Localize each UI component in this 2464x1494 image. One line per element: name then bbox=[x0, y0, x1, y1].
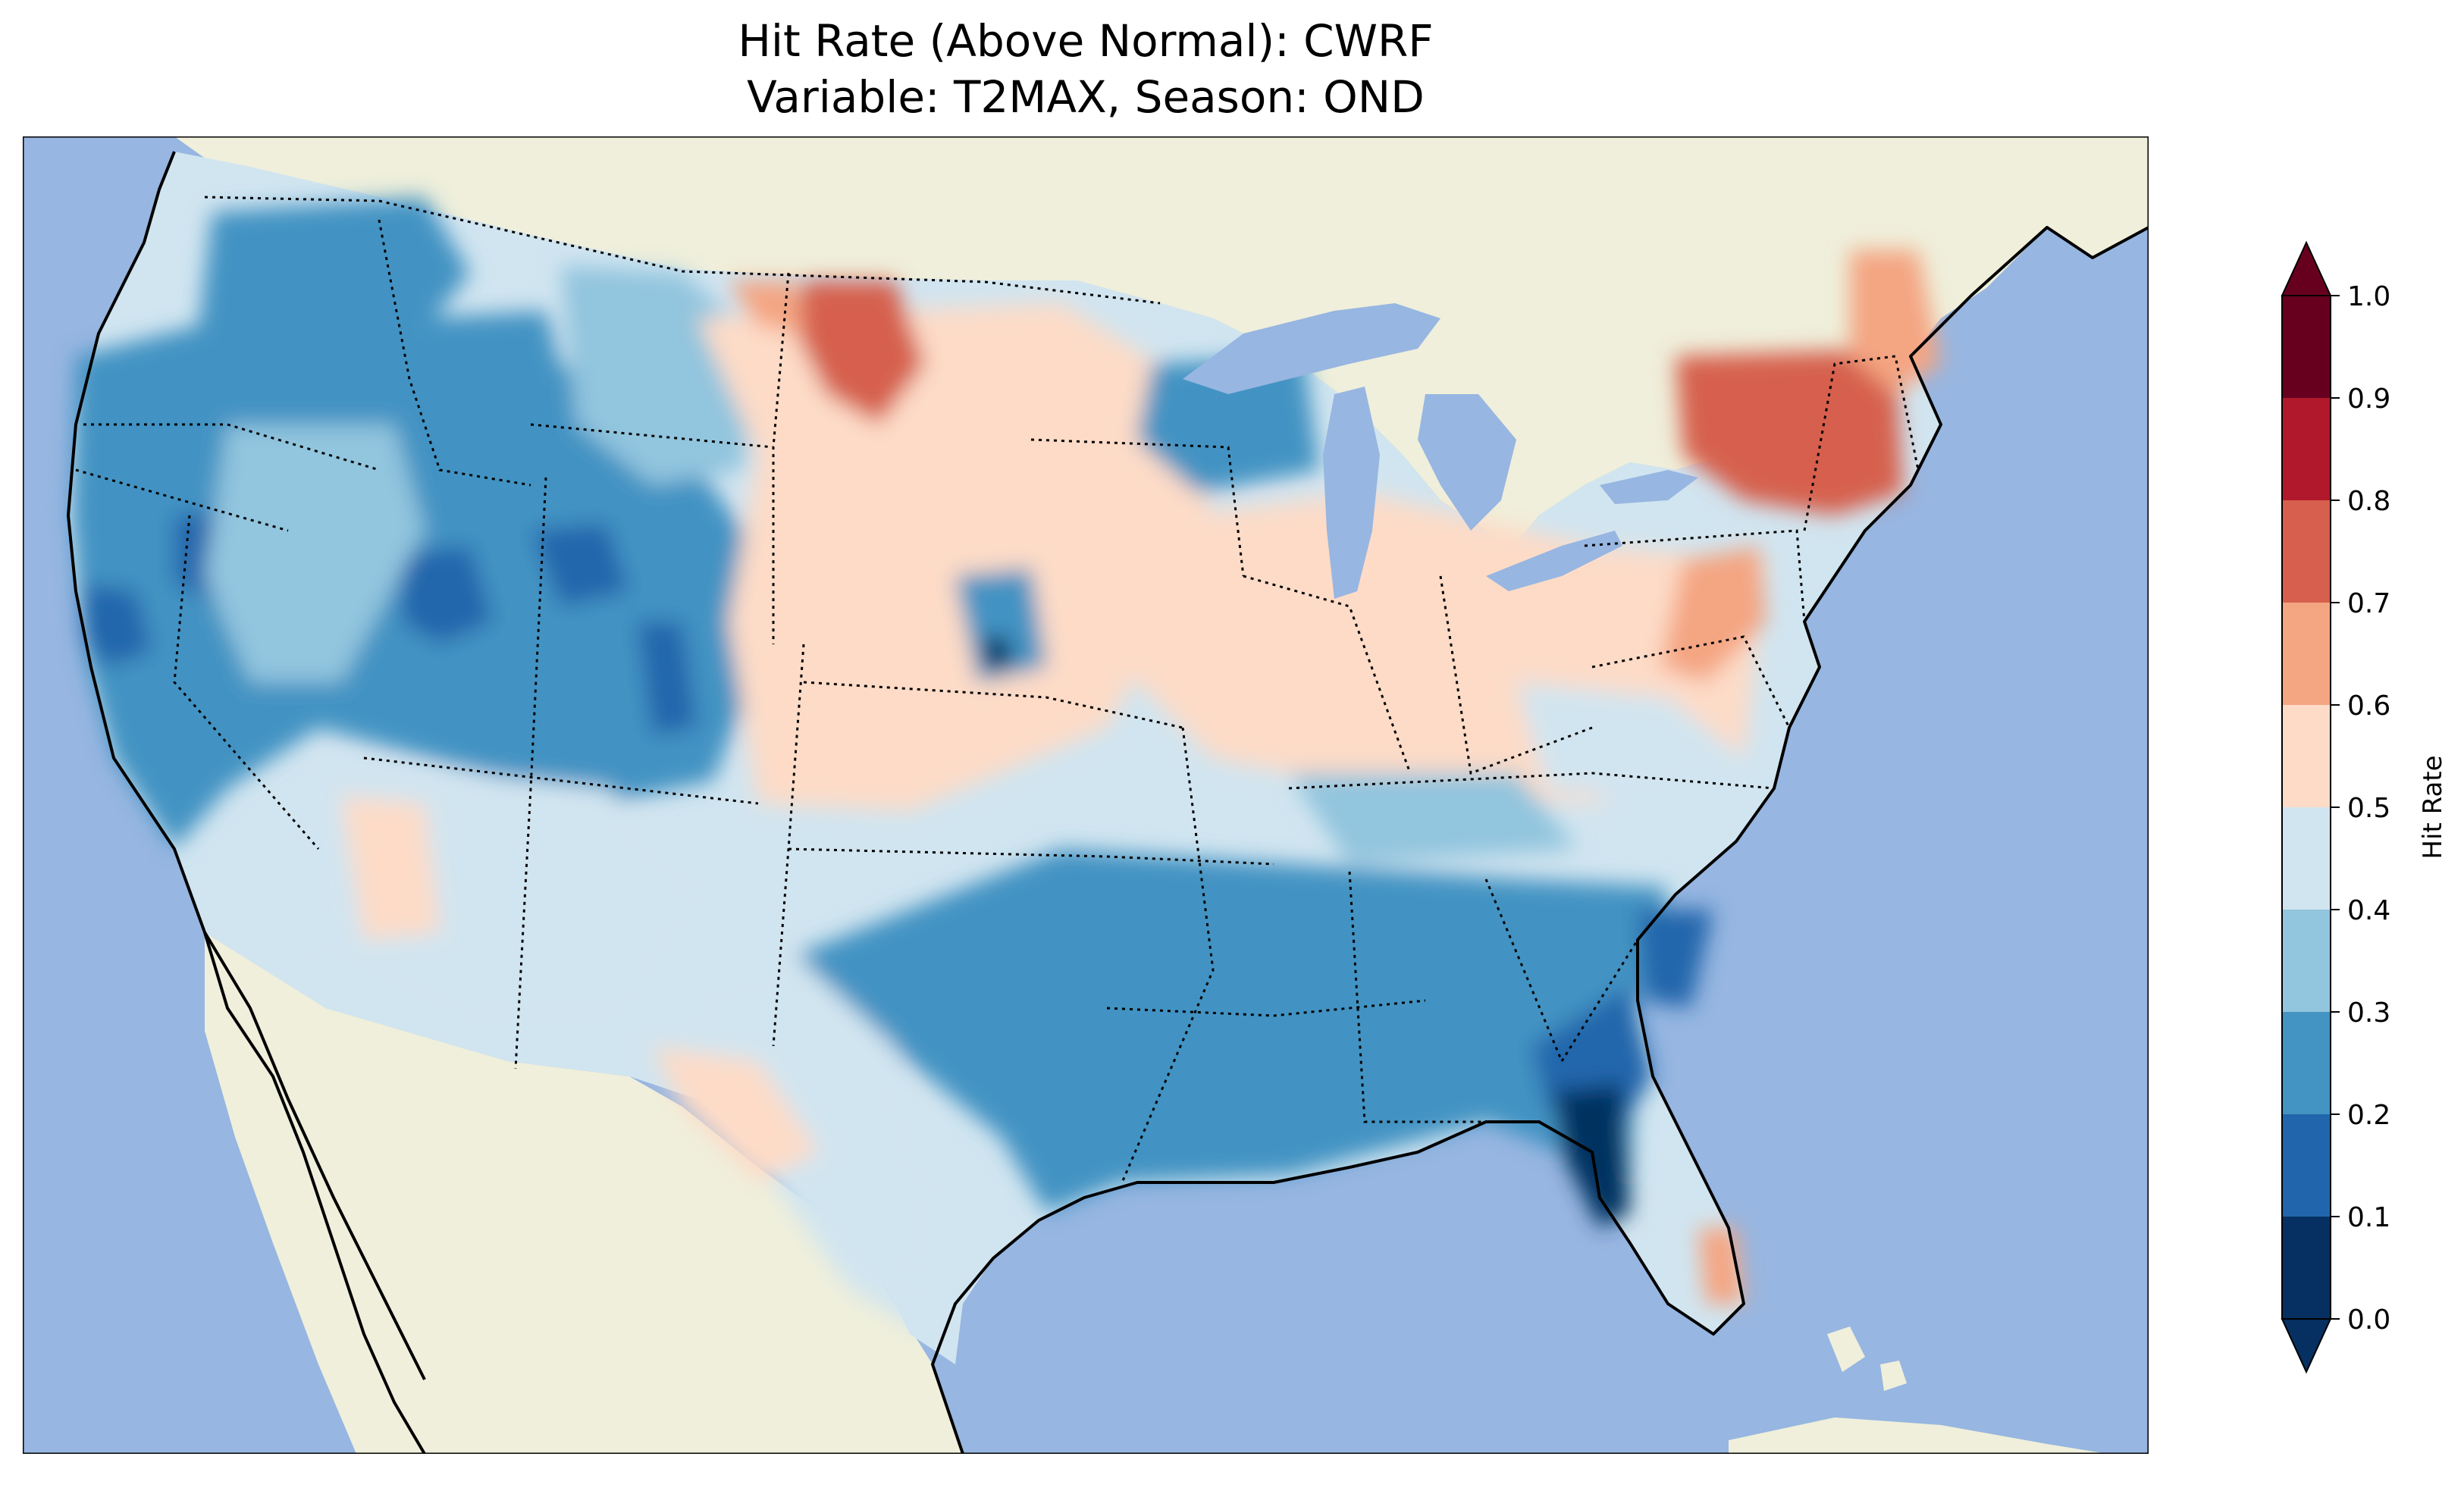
colorbar-segment bbox=[2282, 296, 2331, 398]
colorbar-tick-label: 0.5 bbox=[2347, 793, 2390, 824]
lake-superior bbox=[1183, 303, 1440, 394]
border-va-md bbox=[1591, 635, 1791, 728]
us-canada-border bbox=[204, 196, 1161, 305]
tennessee-light bbox=[1289, 773, 1577, 864]
gulf-coastline bbox=[931, 226, 2149, 1454]
mid-atlantic-light-orange bbox=[1660, 546, 1766, 682]
canada-land bbox=[174, 136, 2149, 561]
border-ne-ks bbox=[803, 681, 1183, 729]
west-texas-peach bbox=[652, 1046, 819, 1182]
colorbar-segment bbox=[2282, 807, 2331, 910]
map-panel bbox=[23, 136, 2149, 1454]
wisconsin-blue bbox=[1137, 356, 1319, 493]
bahamas-land bbox=[1827, 1326, 1907, 1391]
border-ga-sc bbox=[1484, 879, 1639, 1064]
baja-coastline bbox=[203, 931, 426, 1380]
colorbar-segment bbox=[2282, 910, 2331, 1012]
carolina-dark-blue bbox=[1638, 910, 1713, 1008]
border-new-england bbox=[1803, 355, 1920, 531]
colorbar-tick-label: 0.8 bbox=[2347, 486, 2390, 517]
border-mo bbox=[1121, 727, 1215, 1183]
new-england-light-orange bbox=[1850, 250, 1941, 394]
west-dark-blue-2 bbox=[83, 584, 152, 667]
state-borders bbox=[75, 196, 1920, 1183]
border-mt-wy bbox=[530, 423, 774, 449]
colorbar-extend-bottom bbox=[2281, 1318, 2332, 1374]
colorbar-segment bbox=[2282, 1012, 2331, 1114]
colorbar: 0.0 0.1 0.2 0.3 0.4 0.5 0.6 0.7 0.8 0.9 1.0 Hit Ra… bbox=[2281, 240, 2448, 1374]
arizona-peach bbox=[341, 796, 440, 940]
colorbar-segments bbox=[2282, 296, 2331, 1319]
border-ut-az bbox=[363, 756, 759, 805]
west-dark-blue-3 bbox=[402, 546, 493, 644]
colorbar-ticks: 0.0 0.1 0.2 0.3 0.4 0.5 0.6 0.7 0.8 0.9 1.0 bbox=[2331, 281, 2390, 1336]
baja-land bbox=[205, 932, 425, 1454]
cuba-land bbox=[1729, 1417, 2108, 1454]
northeast-orange bbox=[1676, 349, 1903, 515]
border-pa-ny bbox=[1584, 529, 1806, 622]
border-wa-or bbox=[83, 423, 380, 471]
border-nd-sd bbox=[772, 272, 790, 644]
border-il-in bbox=[1243, 575, 1412, 774]
lake-ontario bbox=[1600, 470, 1698, 504]
ohio-valley-pale bbox=[1516, 682, 1744, 803]
nebraska-dark bbox=[982, 637, 1012, 671]
colorbar-tick-label: 0.4 bbox=[2347, 895, 2390, 926]
colorbar-tick-label: 0.9 bbox=[2347, 384, 2390, 415]
border-ok-tx bbox=[788, 847, 1274, 866]
border-oh bbox=[1439, 575, 1593, 775]
colorbar-extend-top bbox=[2281, 240, 2332, 296]
chart-title-line-1: Hit Rate (Above Normal): CWRF bbox=[738, 15, 1433, 67]
lake-erie bbox=[1486, 531, 1622, 591]
border-az-nm bbox=[514, 788, 532, 1070]
colorbar-tick-label: 1.0 bbox=[2347, 281, 2390, 312]
colorbar-segment bbox=[2282, 500, 2331, 603]
colorbar-tick-label: 0.7 bbox=[2347, 588, 2390, 619]
colorbar-segment bbox=[2282, 603, 2331, 705]
north-rockies-blue bbox=[425, 311, 576, 455]
great-lakes bbox=[1183, 303, 1698, 599]
dakota-orange bbox=[796, 280, 925, 424]
lake-huron bbox=[1418, 394, 1516, 531]
colorbar-segment bbox=[2282, 1114, 2331, 1217]
border-id-mt bbox=[378, 219, 531, 487]
border-tn-ky bbox=[1288, 772, 1775, 790]
colorbar-segment bbox=[2282, 398, 2331, 500]
nebraska-blue bbox=[955, 568, 1046, 682]
colorbar-label: Hit Rate bbox=[2418, 755, 2448, 859]
border-nv bbox=[173, 515, 320, 850]
colorbar-tick-label: 0.0 bbox=[2347, 1305, 2390, 1336]
colorbar-segment bbox=[2282, 1217, 2331, 1319]
border-co-ut bbox=[529, 477, 547, 789]
us-coastline bbox=[67, 151, 426, 1454]
colorbar-tick-label: 0.1 bbox=[2347, 1202, 2390, 1233]
colorbar-segment bbox=[2282, 705, 2331, 807]
border-ms-al bbox=[1348, 871, 1486, 1123]
west-dark-blue-5 bbox=[637, 622, 698, 735]
coastlines bbox=[67, 151, 2149, 1454]
colorbar-tick-label: 0.3 bbox=[2347, 998, 2390, 1029]
chart-title-line-2: Variable: T2MAX, Season: OND bbox=[747, 71, 1425, 123]
colorbar-tick-label: 0.6 bbox=[2347, 691, 2390, 722]
lake-michigan bbox=[1323, 387, 1380, 599]
border-or-ca bbox=[75, 468, 289, 532]
west-dark-blue-4 bbox=[531, 523, 629, 606]
colorbar-tick-label: 0.2 bbox=[2347, 1100, 2390, 1131]
great-basin-light bbox=[205, 424, 425, 682]
border-mn-ia bbox=[1030, 438, 1245, 577]
border-ar-la bbox=[1106, 999, 1426, 1017]
